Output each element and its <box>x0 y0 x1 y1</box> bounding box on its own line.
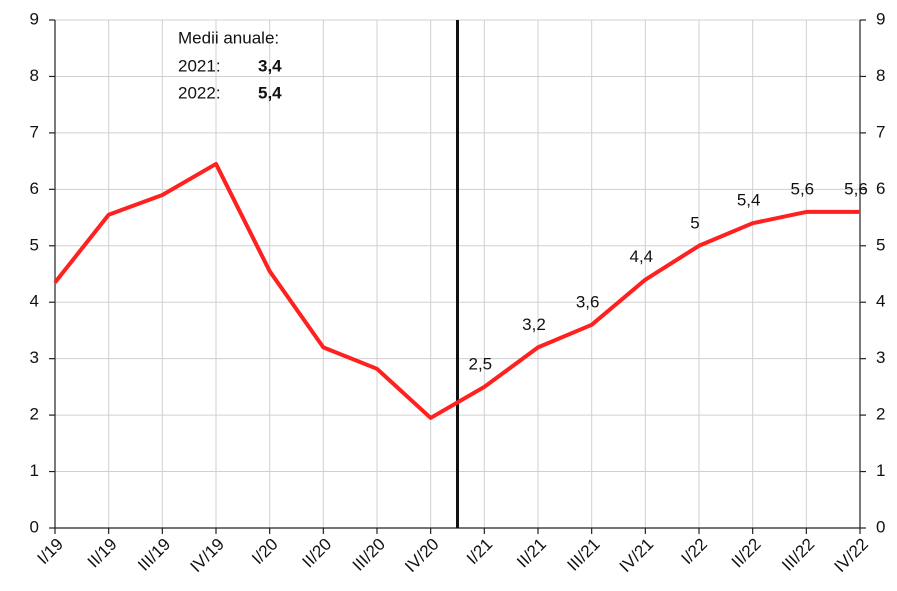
y2-tick-label: 7 <box>876 122 885 141</box>
value-label: 5 <box>690 213 699 232</box>
y2-tick-label: 3 <box>876 348 885 367</box>
value-label: 5,6 <box>791 179 815 198</box>
y-tick-label: 7 <box>30 122 39 141</box>
y2-tick-label: 0 <box>876 517 885 536</box>
value-label: 5,6 <box>844 179 868 198</box>
value-label: 4,4 <box>630 247 654 266</box>
annotation-value: 3,4 <box>258 56 282 75</box>
x-tick-label: IV/22 <box>830 535 872 577</box>
y2-tick-label: 5 <box>876 235 885 254</box>
x-tick-label: I/20 <box>248 535 281 568</box>
y-tick-label: 1 <box>30 461 39 480</box>
value-label: 3,6 <box>576 292 600 311</box>
y-tick-label: 8 <box>30 66 39 85</box>
x-tick-label: II/19 <box>84 535 121 572</box>
y-tick-label: 2 <box>30 405 39 424</box>
x-tick-label: II/21 <box>513 535 550 572</box>
x-tick-label: I/19 <box>34 535 67 568</box>
annotation-title: Medii anuale: <box>178 28 279 47</box>
y-tick-label: 3 <box>30 348 39 367</box>
y-tick-label: 5 <box>30 235 39 254</box>
y2-tick-label: 9 <box>876 9 885 28</box>
x-tick-label: I/22 <box>678 535 711 568</box>
y2-tick-label: 4 <box>876 292 885 311</box>
annotation: Medii anuale: 2021: 3,4 2022: 5,4 <box>178 28 282 102</box>
y-tick-label: 6 <box>30 179 39 198</box>
x-tick-label: III/19 <box>134 535 174 575</box>
annotation-value: 5,4 <box>258 83 282 102</box>
x-tick-label: II/20 <box>298 535 335 572</box>
value-label: 3,2 <box>522 315 546 334</box>
x-tick-label: III/21 <box>563 535 603 575</box>
x-tick-label: I/21 <box>463 535 496 568</box>
y2-tick-label: 1 <box>876 461 885 480</box>
value-label: 5,4 <box>737 191 761 210</box>
y2-tick-label: 6 <box>876 179 885 198</box>
x-tick-label: III/20 <box>349 535 389 575</box>
y-tick-label: 4 <box>30 292 39 311</box>
y2-tick-label: 8 <box>876 66 885 85</box>
x-tick-label: II/22 <box>728 535 765 572</box>
annotation-year: 2022: <box>178 83 221 102</box>
x-tick-label: III/22 <box>778 535 818 575</box>
x-tick-label: IV/19 <box>186 535 228 577</box>
line <box>53 161 860 420</box>
y-tick-label: 9 <box>30 9 39 28</box>
x-tick-label: IV/20 <box>401 535 443 577</box>
y2-tick-label: 2 <box>876 405 885 424</box>
value-label: 2,5 <box>469 354 493 373</box>
annotation-year: 2021: <box>178 56 221 75</box>
x-tick-label: IV/21 <box>616 535 658 577</box>
y-tick-label: 0 <box>30 517 39 536</box>
